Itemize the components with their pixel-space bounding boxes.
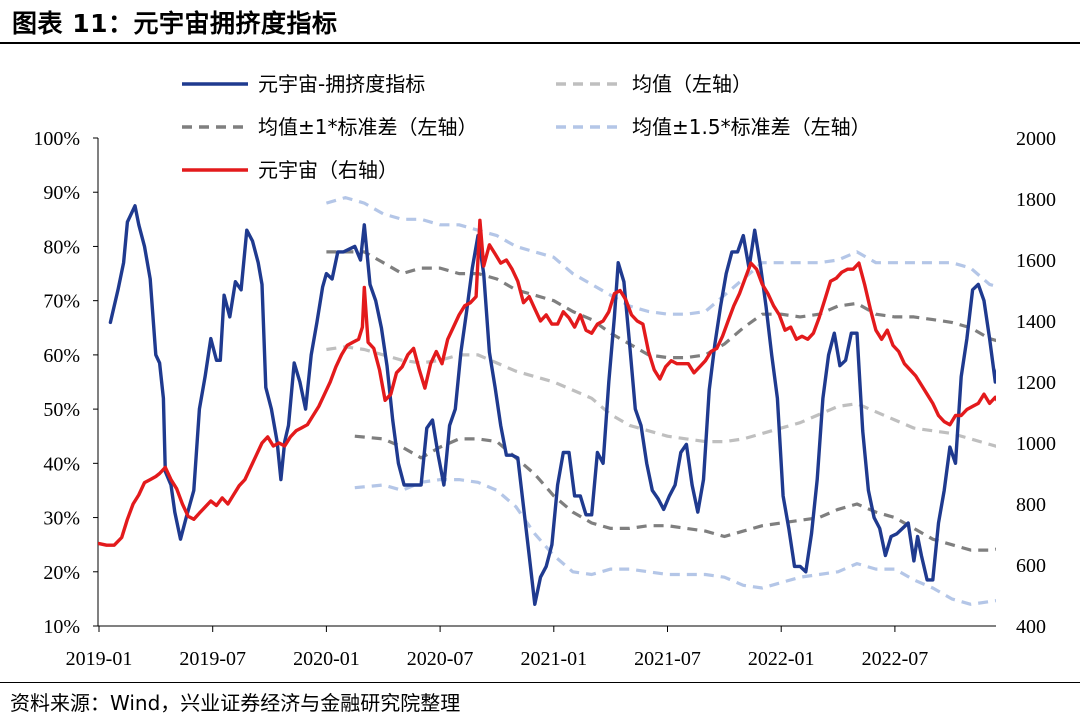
legend-label-sd1: 均值±1*标准差（左轴） (258, 115, 477, 139)
series-mean (326, 345, 996, 448)
legend-label-index: 元宇宙（右轴） (258, 158, 398, 182)
legend-layer: 元宇宙-拥挤度指标 均值（左轴） 均值±1*标准差（左轴） 均值±1.5*标准差（左轴… (182, 72, 871, 182)
series-sd1_lower (354, 434, 996, 552)
x-tick-label: 2022-07 (862, 648, 929, 670)
y-right-tick-label: 1200 (1016, 372, 1056, 394)
title-rule (0, 42, 1080, 44)
y-right-tick-label: 400 (1016, 616, 1046, 638)
y-left-tick-label: 40% (43, 453, 80, 475)
x-tick-label: 2020-01 (293, 648, 360, 670)
series-sd15_lower (354, 478, 996, 606)
x-tick-label: 2019-07 (179, 648, 246, 670)
y-left-tick-label: 50% (43, 399, 80, 421)
series-layer (98, 196, 996, 606)
y-right-tick-label: 1600 (1016, 250, 1056, 272)
legend-label-crowding: 元宇宙-拥挤度指标 (258, 72, 425, 96)
source-note: 资料来源：Wind，兴业证券经济与金融研究院整理 (10, 691, 461, 715)
y-right-tick-label: 600 (1016, 555, 1046, 577)
y-left-tick-label: 60% (43, 345, 80, 367)
y-left-tick-label: 70% (43, 291, 80, 313)
y-right-tick-label: 1000 (1016, 433, 1056, 455)
series-sd15_upper (325, 196, 996, 316)
x-tick-label: 2020-07 (407, 648, 474, 670)
y-right-tick-label: 1800 (1016, 189, 1056, 211)
y-left-tick-label: 80% (43, 236, 80, 258)
figure-title: 图表 11：元宇宙拥挤度指标 (12, 9, 338, 38)
axes-layer: 10% 20% 30% 40% 50% 60% 70% 80% 90% 100% 400 600 800… (33, 128, 1056, 670)
series-crowding (108, 204, 996, 606)
y-left-tick-label: 90% (43, 182, 80, 204)
x-tick-label: 2019-01 (66, 648, 133, 670)
legend-label-sd15: 均值±1.5*标准差（左轴） (632, 115, 871, 139)
y-left-tick-label: 100% (33, 128, 80, 150)
x-tick-label: 2021-07 (634, 648, 701, 670)
series-index (98, 218, 996, 547)
x-tick-label: 2021-01 (520, 648, 587, 670)
source-rule (0, 682, 1080, 683)
y-left-tick-label: 30% (43, 508, 80, 530)
y-left-tick-label: 20% (43, 562, 80, 584)
x-tick-label: 2022-01 (748, 648, 815, 670)
y-left-tick-label: 10% (43, 616, 80, 638)
legend-label-mean: 均值（左轴） (632, 72, 752, 96)
y-right-tick-label: 2000 (1016, 128, 1056, 150)
y-right-tick-label: 1400 (1016, 311, 1056, 333)
y-right-tick-label: 800 (1016, 494, 1046, 516)
